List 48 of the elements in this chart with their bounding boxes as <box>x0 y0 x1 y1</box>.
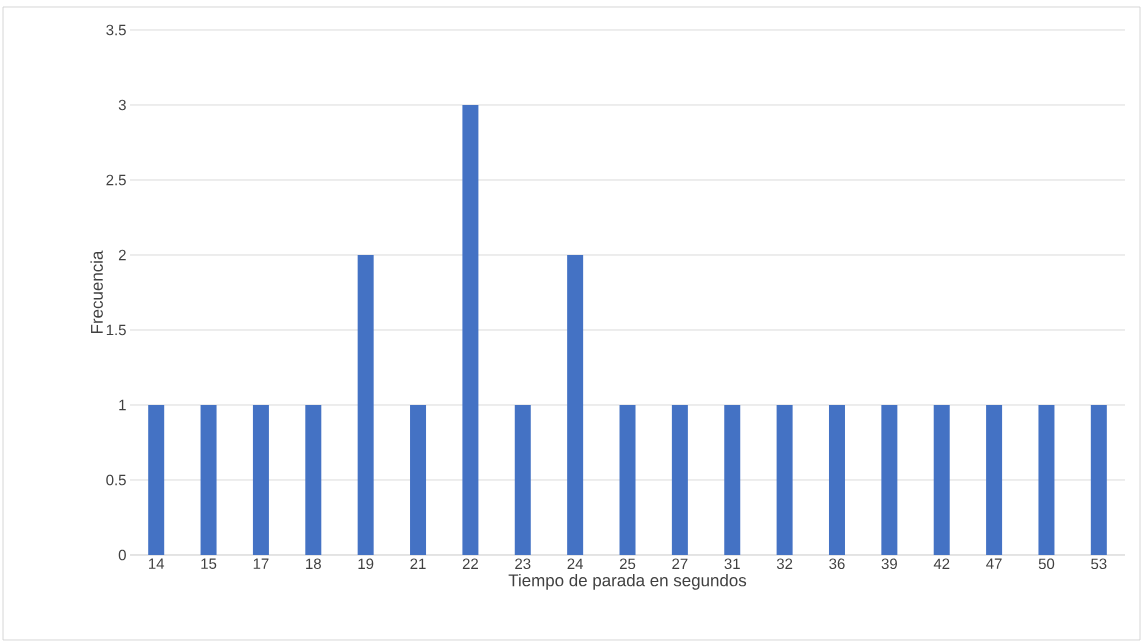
x-tick-label: 27 <box>672 558 688 569</box>
x-tick-label: 31 <box>724 558 740 570</box>
bar <box>724 404 741 555</box>
x-tick-label: 14 <box>149 558 165 569</box>
y-tick-label: 3.5 <box>106 24 126 36</box>
x-tick-label: 23 <box>515 558 531 570</box>
y-tick-label: 0 <box>118 549 126 561</box>
y-tick-label: 1.5 <box>106 324 126 336</box>
x-tick-label: 24 <box>567 558 584 569</box>
bar <box>1090 404 1107 555</box>
x-tick-label: 36 <box>829 558 845 570</box>
bar <box>776 404 793 555</box>
x-tick-label: 42 <box>933 558 950 569</box>
x-tick-label: 32 <box>776 558 793 570</box>
x-tick-label: 19 <box>358 558 374 570</box>
x-tick-label: 39 <box>881 558 897 570</box>
bar <box>986 404 1003 555</box>
bar <box>148 404 165 555</box>
bar <box>567 254 584 555</box>
x-tick-label: 25 <box>619 558 636 570</box>
x-tick-label: 47 <box>986 558 1002 569</box>
bar <box>881 404 898 555</box>
x-axis-title: Tiempo de parada en segundos <box>508 573 747 590</box>
bar <box>462 104 479 555</box>
bar <box>619 404 636 555</box>
x-tick-label: 18 <box>306 558 321 570</box>
y-tick-label: 1 <box>119 399 126 411</box>
y-tick-label: 0.5 <box>106 474 126 486</box>
x-tick-label: 22 <box>462 558 478 569</box>
bar <box>305 404 322 555</box>
x-tick-label: 17 <box>253 558 269 569</box>
bar <box>828 404 845 555</box>
x-tick-label: 15 <box>201 558 217 569</box>
x-tick-label: 21 <box>410 558 426 569</box>
bar <box>200 404 217 555</box>
bar <box>671 404 688 555</box>
y-axis-title: Frecuencia <box>90 250 103 333</box>
bar <box>410 404 427 555</box>
bar <box>933 404 950 555</box>
bar <box>1038 404 1055 555</box>
y-tick-label: 2.5 <box>106 174 126 186</box>
x-tick-label: 50 <box>1038 558 1055 570</box>
bar <box>357 254 374 555</box>
y-tick-label: 2 <box>118 249 126 261</box>
bar <box>252 404 269 555</box>
bar <box>514 404 531 555</box>
y-tick-label: 3 <box>118 99 126 111</box>
x-tick-label: 53 <box>1091 558 1107 570</box>
